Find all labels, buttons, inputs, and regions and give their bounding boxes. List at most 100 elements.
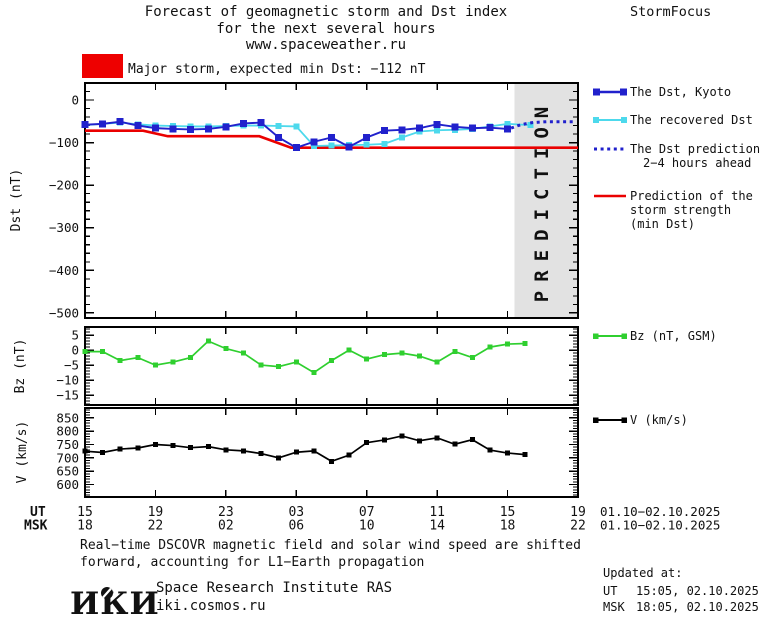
- series-v-km-s-marker: [293, 449, 299, 455]
- bz-axis-title: Bz (nT): [13, 339, 28, 394]
- gen-bz: 50−5−10−15: [56, 328, 579, 405]
- date-range-msk: 01.10−02.10.2025: [600, 518, 720, 533]
- series-bz-nt-gsm-marker: [452, 349, 458, 355]
- series-v-km-s-marker: [329, 458, 334, 464]
- series-bz-nt-gsm-marker: [170, 359, 176, 365]
- bz-panel-border: [84, 326, 579, 406]
- x-tick-label-msk: 14: [429, 519, 445, 534]
- legend-strength-label-line3: (min Dst): [630, 217, 695, 231]
- series-the-dst-kyoto-marker: [204, 125, 212, 133]
- legend-bz-marker: [593, 333, 599, 339]
- series-v-km-s-marker: [188, 445, 194, 451]
- bz-y-tick-label: 5: [71, 328, 79, 343]
- alert-color-swatch: [82, 54, 123, 78]
- page-title-line2: for the next several hours: [216, 21, 435, 37]
- footer-note-line2: forward, accounting for L1−Earth propaga…: [80, 555, 424, 570]
- series-the-dst-kyoto-marker: [433, 120, 441, 128]
- series-bz-nt-gsm-marker: [293, 359, 299, 365]
- prediction-band-label: PREDICTION: [531, 98, 553, 302]
- series-the-dst-kyoto-marker: [451, 123, 459, 131]
- dst-y-tick-label: 0: [71, 93, 79, 108]
- legend-dst-kyoto-marker: [593, 88, 600, 96]
- legend-prediction-label-line1: The Dst prediction: [630, 142, 760, 156]
- series-bz-nt-gsm-marker: [311, 370, 317, 376]
- series-v-km-s-marker: [311, 448, 317, 454]
- x-tick-label-msk: 22: [570, 519, 586, 534]
- series-v-km-s-marker: [240, 448, 246, 454]
- series-the-dst-kyoto-marker: [363, 133, 371, 141]
- series-the-dst-kyoto-marker: [222, 123, 230, 131]
- series-the-recovered-dst: [84, 121, 531, 147]
- series-the-recovered-dst-marker: [328, 142, 335, 149]
- series-the-dst-kyoto-marker: [239, 119, 247, 127]
- series-the-dst-kyoto-marker: [380, 127, 388, 135]
- series-bz-nt-gsm-marker: [152, 362, 158, 368]
- series-bz-nt-gsm-marker: [240, 350, 246, 356]
- series-the-dst-kyoto-marker: [468, 124, 476, 132]
- series-the-dst-kyoto-marker: [169, 125, 177, 133]
- gen-dst: 0 −100 −200 −300 −400 −500: [49, 82, 579, 320]
- v-y-tick-label: 850: [56, 410, 79, 425]
- series-v-km-s-marker: [417, 438, 423, 444]
- x-tick-label-ut: 07: [359, 505, 375, 520]
- series-the-dst-kyoto-marker: [486, 124, 494, 132]
- series-v-km-s: [84, 435, 526, 463]
- x-tick-label-ut: 03: [288, 505, 304, 520]
- series-v-km-s-marker: [487, 447, 493, 453]
- series-bz-nt-gsm-marker: [117, 358, 123, 364]
- legend-strength-label-line2: storm strength: [630, 203, 731, 217]
- series-bz-nt-gsm-marker: [469, 355, 475, 361]
- series-bz-nt-gsm-marker: [522, 341, 528, 346]
- series-v-km-s-marker: [135, 445, 141, 451]
- series-bz-nt-gsm-marker: [434, 359, 440, 365]
- v-y-tick-label: 800: [56, 424, 79, 439]
- series-v-km-s-marker: [364, 440, 370, 446]
- series-the-recovered-dst-marker: [293, 123, 300, 130]
- series-v-km-s-marker: [276, 455, 282, 461]
- updated-at-label: Updated at:: [603, 566, 682, 580]
- series-the-dst-kyoto-marker: [504, 125, 512, 133]
- series-the-dst-kyoto-marker: [328, 133, 335, 141]
- series-v-km-s-marker: [258, 451, 264, 457]
- series-v-km-s-marker: [152, 442, 158, 448]
- series-bz-nt-gsm-marker: [329, 358, 334, 364]
- updated-ut-label: UT: [603, 584, 617, 598]
- updated-msk-value: 18:05, 02.10.2025: [636, 600, 759, 614]
- series-the-dst-kyoto-marker: [345, 143, 353, 151]
- series-the-dst-kyoto-marker: [81, 121, 89, 129]
- series-the-recovered-dst-marker: [398, 134, 405, 141]
- series-the-dst-kyoto-marker: [292, 144, 300, 152]
- series-the-recovered-dst-marker: [381, 140, 388, 147]
- series-bz-nt-gsm-marker: [223, 346, 229, 352]
- date-range-ut: 01.10−02.10.2025: [600, 504, 720, 519]
- x-tick-label-ut: 15: [500, 505, 516, 520]
- dst-y-tick-label: −200: [49, 178, 79, 193]
- legend-bz-marker: [621, 333, 627, 339]
- legend-v-label: V (km/s): [630, 413, 688, 427]
- series-v-km-s-marker: [522, 452, 528, 458]
- footer-note-line1: Real−time DSCOVR magnetic field and sola…: [80, 538, 581, 553]
- series-v-km-s-marker: [117, 446, 123, 452]
- institute-name: Space Research Institute RAS: [156, 580, 392, 596]
- dst-panel-border: [84, 82, 579, 319]
- series-v-km-s-marker: [505, 450, 511, 456]
- dst-y-tick-label: −500: [49, 305, 79, 320]
- series-the-dst-kyoto-marker: [310, 138, 318, 146]
- v-y-tick-label: 650: [56, 464, 79, 479]
- series-bz-nt-gsm-marker: [82, 349, 88, 355]
- series-v-km-s-marker: [346, 452, 352, 458]
- bz-y-tick-label: −15: [56, 388, 79, 403]
- institute-site: iki.cosmos.ru: [156, 598, 266, 614]
- series-the-recovered-dst-marker: [504, 120, 511, 127]
- x-tick-label-ut: 23: [218, 505, 234, 520]
- v-y-tick-label: 700: [56, 450, 79, 465]
- iki-logo: ИКИ: [70, 586, 160, 620]
- series-the-dst-kyoto-marker: [134, 122, 142, 130]
- msk-row-label: MSK: [24, 519, 48, 534]
- bz-y-tick-label: −10: [56, 373, 79, 388]
- series-the-dst-kyoto-marker: [187, 125, 195, 133]
- x-tick-label-ut: 15: [77, 505, 93, 520]
- bz-y-tick-label: 0: [71, 343, 79, 358]
- x-tick-label-msk: 06: [288, 519, 304, 534]
